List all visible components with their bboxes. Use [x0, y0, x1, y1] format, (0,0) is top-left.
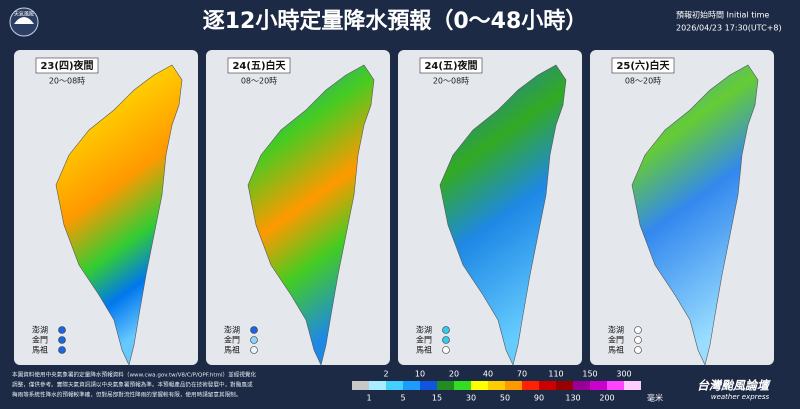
scale-swatch [352, 381, 369, 390]
island-dot [58, 326, 66, 334]
island-name: 馬祖 [416, 345, 432, 355]
scale-label-lower: 30 [466, 394, 476, 403]
island-dot [634, 336, 642, 344]
island-name: 馬祖 [608, 345, 624, 355]
scale-label-upper: 20 [449, 370, 459, 379]
scale-swatch [488, 381, 505, 390]
day-box [35, 57, 99, 74]
note: 本圖資料使用中央氣象署的定量降水預報資料（www.cwa.gov.tw/V8/C… [12, 371, 256, 399]
init-time: 2026/04/23 17:30(UTC+8) [676, 24, 782, 33]
scale-swatch [539, 381, 556, 390]
island-name: 金門 [416, 335, 432, 345]
island-dot [442, 326, 450, 334]
note-line: 調整，僅供參考。實際天氣資訊請以中央氣象署預報為準。本預報產品仍在技術發展中，對… [12, 381, 253, 389]
island-name: 澎湖 [224, 325, 240, 335]
logo: 天氣風險 [9, 7, 39, 37]
scale-swatch [386, 381, 403, 390]
island-dot [58, 336, 66, 344]
island-name: 金門 [608, 335, 624, 345]
init-label: 預報初始時間 Initial time [676, 10, 769, 20]
scale-swatch [369, 381, 386, 390]
day-box [611, 57, 675, 74]
scale-label-upper: 110 [548, 370, 563, 379]
logo-text: 天氣風險 [14, 11, 34, 18]
scale-label-lower: 200 [599, 394, 614, 403]
island-name: 澎湖 [32, 325, 48, 335]
scale-swatch [590, 381, 607, 390]
scale-swatch [420, 381, 437, 390]
island-dot [58, 346, 66, 354]
scale-unit: 毫米 [647, 393, 663, 403]
scale-label-lower: 90 [534, 394, 544, 403]
scale-label-upper: 2 [383, 370, 388, 379]
day-box [227, 57, 291, 74]
panels: 23(四)夜間20～08時澎湖金門馬祖24(五)白天08～20時澎湖金門馬祖24… [14, 50, 774, 366]
island-name: 金門 [32, 335, 48, 345]
brand-name: 台灣颱風論壇 [697, 379, 771, 393]
scale-label-upper: 150 [582, 370, 597, 379]
island-name: 澎湖 [608, 325, 624, 335]
scale-label-upper: 300 [616, 370, 631, 379]
island-dot [250, 326, 258, 334]
hours-label: 20～08時 [433, 77, 469, 86]
scale-swatch [437, 381, 454, 390]
hours-label: 08～20時 [241, 77, 277, 86]
island-dot [634, 346, 642, 354]
scale-swatch [403, 381, 420, 390]
note-line: 本圖資料使用中央氣象署的定量降水預報資料（www.cwa.gov.tw/V8/C… [12, 371, 256, 379]
island-name: 澎湖 [416, 325, 432, 335]
island-dot [442, 346, 450, 354]
island-dot [442, 336, 450, 344]
island-name: 金門 [224, 335, 240, 345]
island-dot [250, 336, 258, 344]
day-label: 25(六)白天 [616, 59, 670, 72]
day-label: 24(五)夜間 [424, 59, 477, 72]
brand-tagline: weather express [711, 393, 770, 401]
scale-label-lower: 15 [432, 394, 442, 403]
island-dot [250, 346, 258, 354]
scale-label-lower: 130 [565, 394, 580, 403]
scale-swatch [505, 381, 522, 390]
scale-swatch [522, 381, 539, 390]
hours-label: 20～08時 [49, 77, 85, 86]
scale-swatch [624, 381, 641, 390]
scale-label-lower: 1 [366, 394, 371, 403]
island-dot [634, 326, 642, 334]
island-name: 馬祖 [224, 345, 240, 355]
island-name: 馬祖 [32, 345, 48, 355]
scale-label-upper: 70 [517, 370, 527, 379]
day-label: 23(四)夜間 [40, 59, 93, 72]
scale-label-upper: 10 [415, 370, 425, 379]
note-line: 梅雨等系統性降水的預報較準確，但對局部對流性降雨的掌握較有限，使用時請留意其限制… [12, 391, 241, 399]
scale-swatch [454, 381, 471, 390]
scale-swatch [607, 381, 624, 390]
day-label: 24(五)白天 [232, 59, 286, 72]
scale-swatch [471, 381, 488, 390]
day-box [419, 57, 483, 74]
scale-label-lower: 5 [400, 394, 405, 403]
scale-swatch [556, 381, 573, 390]
scale-label-lower: 50 [500, 394, 510, 403]
hours-label: 08～20時 [625, 77, 661, 86]
scale-swatch [573, 381, 590, 390]
title: 逐12小時定量降水預報（0～48小時） [203, 8, 588, 34]
scale-label-upper: 40 [483, 370, 493, 379]
